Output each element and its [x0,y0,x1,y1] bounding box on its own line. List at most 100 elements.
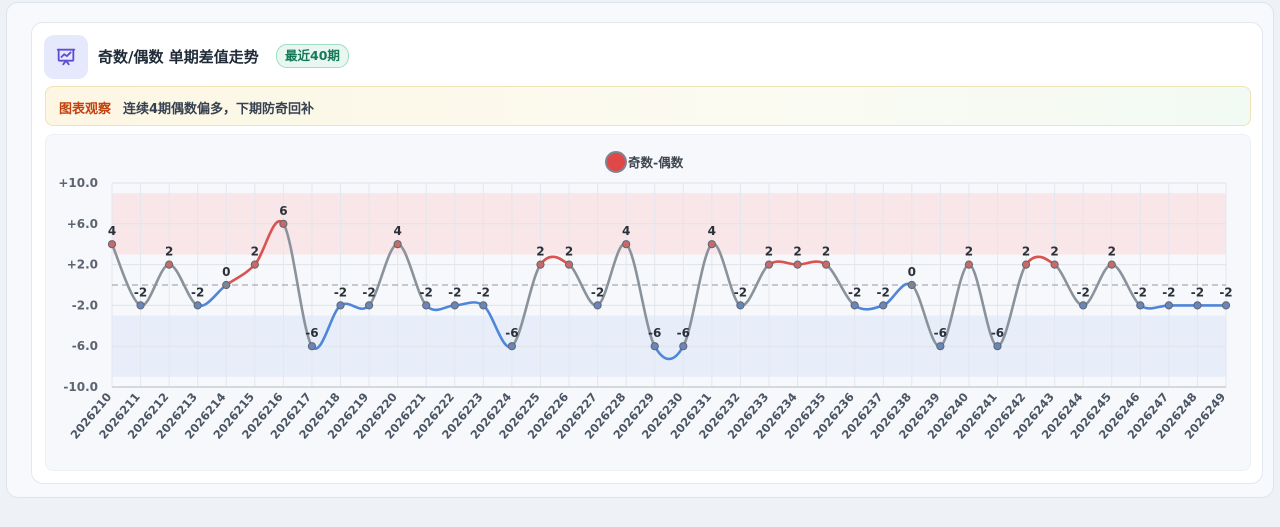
data-point [136,301,145,310]
chart-title: 奇数/偶数 单期差值走势 [98,48,259,66]
data-point [650,342,659,351]
data-label: 4 [622,224,630,238]
data-point [679,342,688,351]
page-panel: 奇数/偶数 单期差值走势 最近40期 图表观察 连续4期偶数偏多，下期防奇回补 … [6,2,1274,498]
y-tick-label: -10.0 [63,380,98,394]
series-line-segment [510,263,542,348]
data-label: -6 [677,326,690,340]
data-point [193,301,202,310]
series-line-segment [853,304,885,311]
data-point [964,260,974,269]
data-point [507,342,516,351]
data-label: 2 [1050,245,1058,259]
data-point [879,301,888,310]
period-badge: 最近40期 [276,44,349,68]
series-line-segment [624,242,657,348]
data-point [1050,260,1059,269]
observation-banner: 图表观察 连续4期偶数偏多，下期防奇回补 [45,86,1251,126]
data-label: 4 [393,224,401,238]
data-label: 2 [1108,245,1116,259]
legend-marker [605,151,627,173]
data-label: 0 [222,265,230,279]
data-point [850,301,859,310]
data-point [250,260,259,269]
data-point [1136,301,1145,310]
data-label: -2 [362,285,375,299]
data-label: -2 [1162,285,1175,299]
data-label: 6 [279,204,287,218]
y-tick-label: +10.0 [58,176,98,190]
data-label: 4 [708,224,716,238]
data-point [1079,301,1088,310]
data-label: -2 [591,285,604,299]
data-label: -2 [1134,285,1147,299]
data-label: -2 [448,285,461,299]
data-point [479,301,488,310]
observation-text: 连续4期偶数偏多，下期防奇回补 [123,102,315,117]
data-label: -2 [134,285,147,299]
series-line-segment [681,242,714,348]
data-label: -2 [1077,285,1090,299]
data-point [1164,301,1173,310]
data-point [165,260,174,269]
data-label: -6 [648,326,661,340]
data-label: 2 [1022,245,1030,259]
data-point [993,342,1002,351]
data-label: -2 [877,285,890,299]
data-point [1021,260,1031,269]
data-label: -6 [991,326,1004,340]
data-label: -2 [1219,285,1232,299]
data-point [279,219,288,228]
data-label: -2 [734,285,747,299]
series-line-segment [224,263,257,287]
data-label: 2 [793,245,801,259]
observation-label: 图表观察 [59,102,112,117]
chart-area: -10.0 -6.0 -2.0 +2.0 +6.0 +10.0 4 -2 2 -2 0 2 6 -6 -2 -… [45,134,1251,471]
data-label: 2 [536,245,544,259]
data-label: 2 [251,245,259,259]
series-line-segment [967,263,999,348]
data-label: -2 [334,285,347,299]
data-label: 2 [765,245,773,259]
data-point [936,342,945,351]
data-point [764,260,774,269]
data-point [822,260,831,269]
y-tick-label: -6.0 [72,339,98,353]
data-point [450,301,459,310]
y-tick-label: +6.0 [67,217,98,231]
chart-presentation-icon [44,35,88,79]
data-label: 2 [565,245,573,259]
data-label: 2 [822,245,830,259]
series-line-segment [339,302,371,311]
series-line-segment [282,222,314,348]
data-label: 0 [908,265,916,279]
series-line-segment [653,344,685,361]
data-point [536,260,545,269]
data-label: -6 [505,326,518,340]
data-label: -2 [848,285,861,299]
series-line-segment [424,304,457,312]
data-label: -2 [1191,285,1204,299]
data-point [1221,301,1231,310]
data-label: 4 [108,224,116,238]
data-label: 2 [165,245,173,259]
chart-card: 奇数/偶数 单期差值走势 最近40期 图表观察 连续4期偶数偏多，下期防奇回补 … [31,22,1263,484]
data-point [222,280,231,290]
data-point [793,260,802,269]
y-tick-label: +2.0 [67,258,98,272]
data-label: -6 [305,326,318,340]
data-point [736,301,745,310]
data-point [393,240,402,249]
data-point [707,240,716,249]
data-label: -2 [477,285,490,299]
data-point [336,301,345,310]
data-point [364,301,374,310]
data-point [107,240,117,249]
data-point [1193,301,1202,310]
data-point [422,301,431,310]
data-point [907,280,916,290]
data-label: -2 [420,285,433,299]
data-point [307,342,317,351]
data-point [564,260,574,269]
data-label: -2 [191,285,204,299]
